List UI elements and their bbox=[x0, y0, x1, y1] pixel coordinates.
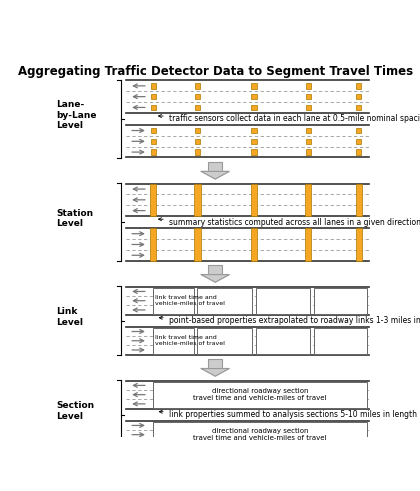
Bar bbox=[251, 138, 257, 144]
Bar bbox=[305, 83, 311, 88]
Bar bbox=[150, 138, 156, 144]
Bar bbox=[305, 94, 311, 99]
Bar bbox=[150, 128, 156, 133]
Polygon shape bbox=[201, 171, 229, 179]
Text: traffic sensors collect data in each lane at 0.5-mile nominal spacing: traffic sensors collect data in each lan… bbox=[158, 114, 420, 123]
Text: link travel time and
vehicle-miles of travel: link travel time and vehicle-miles of tr… bbox=[155, 295, 225, 306]
Text: directional roadway section
travel time and vehicle-miles of travel: directional roadway section travel time … bbox=[194, 428, 327, 441]
Bar bbox=[195, 138, 200, 144]
Bar bbox=[251, 228, 257, 261]
Bar bbox=[251, 128, 257, 133]
Bar bbox=[195, 94, 200, 99]
Bar bbox=[150, 83, 156, 88]
Bar bbox=[195, 83, 200, 88]
Bar bbox=[153, 327, 194, 354]
Text: Lane-
by-Lane
Level: Lane- by-Lane Level bbox=[56, 100, 97, 130]
Bar bbox=[356, 83, 361, 88]
Bar bbox=[150, 228, 156, 261]
Bar bbox=[208, 265, 222, 274]
Bar bbox=[195, 149, 200, 155]
Text: link travel time and
vehicle-miles of travel: link travel time and vehicle-miles of tr… bbox=[155, 335, 225, 346]
Bar bbox=[251, 83, 257, 88]
Bar bbox=[150, 184, 156, 216]
Bar bbox=[305, 184, 311, 216]
Text: summary statistics computed across all lanes in a given direction: summary statistics computed across all l… bbox=[158, 218, 420, 227]
Bar bbox=[355, 184, 362, 216]
Bar bbox=[194, 184, 200, 216]
Text: Link
Level: Link Level bbox=[56, 307, 84, 327]
Bar bbox=[314, 288, 367, 314]
Bar bbox=[126, 81, 369, 113]
Text: Station
Level: Station Level bbox=[56, 209, 94, 228]
Bar bbox=[305, 138, 311, 144]
Polygon shape bbox=[201, 369, 229, 376]
Bar bbox=[126, 381, 369, 409]
Bar bbox=[150, 105, 156, 110]
Bar bbox=[305, 128, 311, 133]
Bar bbox=[251, 105, 257, 110]
Bar bbox=[126, 327, 369, 355]
Bar bbox=[197, 327, 252, 354]
Bar bbox=[256, 288, 310, 314]
Bar bbox=[256, 327, 310, 354]
Bar bbox=[356, 149, 361, 155]
Bar bbox=[126, 287, 369, 315]
Bar bbox=[251, 149, 257, 155]
Bar bbox=[194, 228, 200, 261]
Bar bbox=[153, 288, 194, 314]
Bar bbox=[356, 138, 361, 144]
Text: point-based properties extrapolated to roadway links 1-3 miles in length: point-based properties extrapolated to r… bbox=[159, 316, 420, 325]
Polygon shape bbox=[201, 274, 229, 282]
Bar bbox=[305, 105, 311, 110]
Bar bbox=[251, 94, 257, 99]
Bar bbox=[356, 94, 361, 99]
Bar bbox=[195, 128, 200, 133]
Text: directional roadway section
travel time and vehicle-miles of travel: directional roadway section travel time … bbox=[194, 388, 327, 401]
Bar bbox=[356, 128, 361, 133]
Bar bbox=[195, 105, 200, 110]
Bar bbox=[153, 382, 367, 408]
Bar bbox=[126, 228, 369, 261]
Bar bbox=[126, 125, 369, 158]
Bar bbox=[305, 228, 311, 261]
Bar bbox=[126, 421, 369, 449]
Bar bbox=[208, 162, 222, 171]
Text: Section
Level: Section Level bbox=[56, 401, 94, 420]
Bar bbox=[251, 184, 257, 216]
Bar bbox=[314, 327, 367, 354]
Bar bbox=[197, 288, 252, 314]
Bar bbox=[305, 149, 311, 155]
Bar bbox=[153, 422, 367, 448]
Bar bbox=[150, 149, 156, 155]
Bar bbox=[150, 94, 156, 99]
Text: link properties summed to analysis sections 5-10 miles in length: link properties summed to analysis secti… bbox=[159, 410, 417, 419]
Text: Aggregating Traffic Detector Data to Segment Travel Times: Aggregating Traffic Detector Data to Seg… bbox=[18, 65, 413, 78]
Bar bbox=[126, 184, 369, 216]
Bar bbox=[208, 359, 222, 369]
Bar bbox=[356, 105, 361, 110]
Bar bbox=[355, 228, 362, 261]
